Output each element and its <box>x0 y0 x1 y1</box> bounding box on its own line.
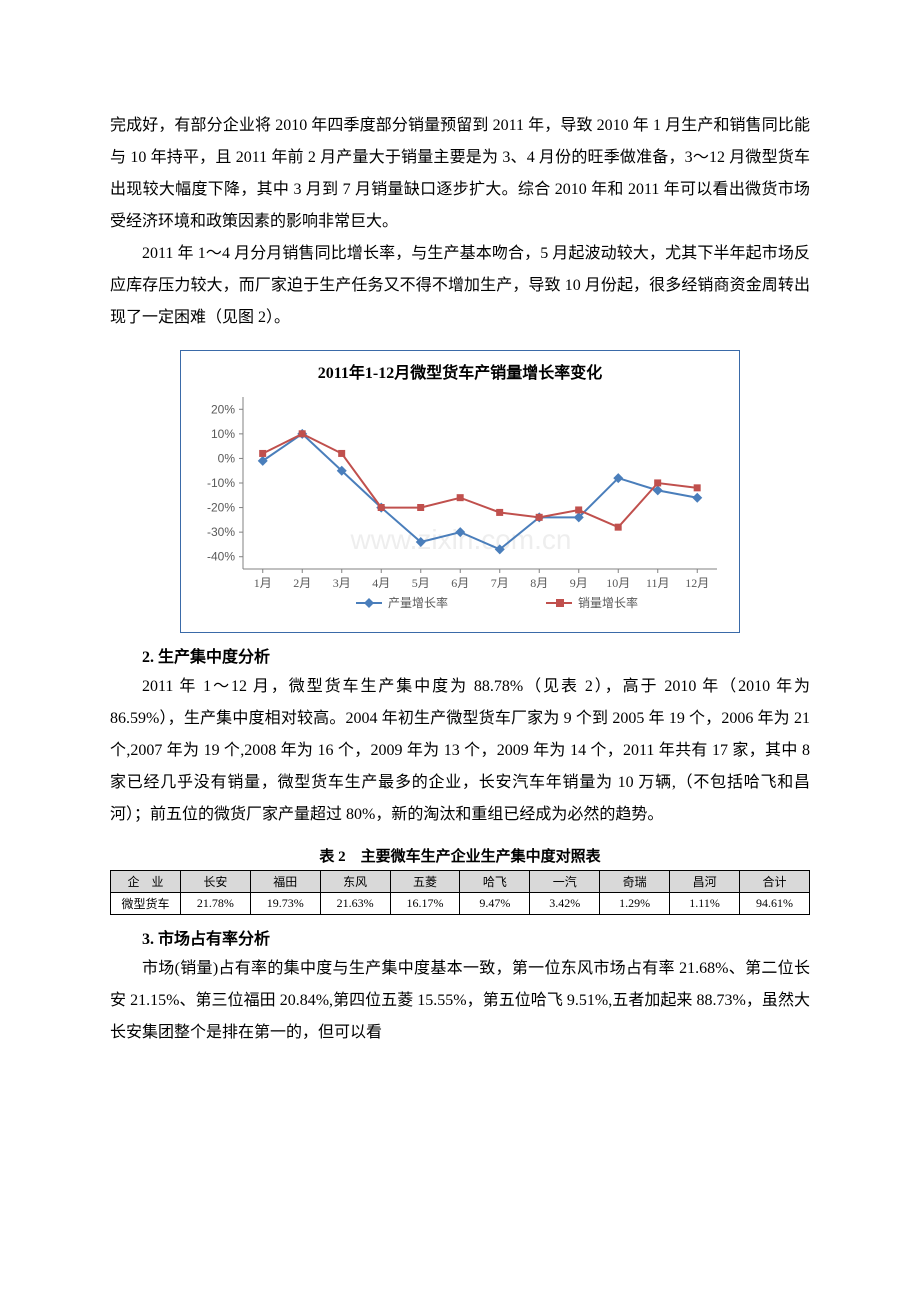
table2-cell: 94.61% <box>740 893 810 915</box>
table2-header-cell: 福田 <box>250 871 320 893</box>
svg-text:10月: 10月 <box>606 576 630 590</box>
table2-header-cell: 合计 <box>740 871 810 893</box>
table2-header-cell: 企 业 <box>111 871 181 893</box>
svg-text:9月: 9月 <box>570 576 588 590</box>
table-row: 微型货车21.78%19.73%21.63%16.17%9.47%3.42%1.… <box>111 893 810 915</box>
svg-text:20%: 20% <box>211 402 235 416</box>
svg-text:6月: 6月 <box>451 576 469 590</box>
svg-text:-10%: -10% <box>207 476 235 490</box>
table2-cell: 1.11% <box>670 893 740 915</box>
svg-text:产量增长率: 产量增长率 <box>388 595 448 610</box>
table2-cell: 16.17% <box>390 893 460 915</box>
svg-text:-30%: -30% <box>207 525 235 539</box>
svg-text:5月: 5月 <box>412 576 430 590</box>
table2-cell: 9.47% <box>460 893 530 915</box>
paragraph-1: 完成好，有部分企业将 2010 年四季度部分销量预留到 2011 年，导致 20… <box>110 110 810 238</box>
table2-header-cell: 长安 <box>180 871 250 893</box>
svg-text:3月: 3月 <box>333 576 351 590</box>
heading-market: 3. 市场占有率分析 <box>110 925 810 949</box>
table2-cell: 微型货车 <box>111 893 181 915</box>
table2-header-cell: 奇瑞 <box>600 871 670 893</box>
table2-caption: 表 2 主要微车生产企业生产集中度对照表 <box>110 845 810 866</box>
table2-cell: 19.73% <box>250 893 320 915</box>
table2: 企 业长安福田东风五菱哈飞一汽奇瑞昌河合计 微型货车21.78%19.73%21… <box>110 870 810 915</box>
table2-cell: 21.63% <box>320 893 390 915</box>
table2-header-cell: 昌河 <box>670 871 740 893</box>
svg-text:8月: 8月 <box>530 576 548 590</box>
paragraph-2: 2011 年 1～4 月分月销售同比增长率，与生产基本吻合，5 月起波动较大，尤… <box>110 238 810 334</box>
paragraph-4: 市场(销量)占有率的集中度与生产集中度基本一致，第一位东风市场占有率 21.68… <box>110 953 810 1049</box>
chart-title: 2011年1-12月微型货车产销量增长率变化 <box>191 359 729 383</box>
svg-text:-20%: -20% <box>207 501 235 515</box>
svg-text:10%: 10% <box>211 427 235 441</box>
table2-header-cell: 哈飞 <box>460 871 530 893</box>
paragraph-3: 2011 年 1～12 月，微型货车生产集中度为 88.78%（见表 2），高于… <box>110 671 810 831</box>
table2-cell: 3.42% <box>530 893 600 915</box>
heading-production: 2. 生产集中度分析 <box>110 643 810 667</box>
svg-text:12月: 12月 <box>685 576 709 590</box>
table2-header-cell: 一汽 <box>530 871 600 893</box>
svg-text:7月: 7月 <box>491 576 509 590</box>
svg-text:-40%: -40% <box>207 550 235 564</box>
chart-container: 2011年1-12月微型货车产销量增长率变化 -40% -30% -20% -10% 0… <box>180 350 740 633</box>
svg-text:2月: 2月 <box>293 576 311 590</box>
table2-cell: 1.29% <box>600 893 670 915</box>
table2-header-cell: 五菱 <box>390 871 460 893</box>
growth-chart: -40% -30% -20% -10% 0% 10% 20% 1月 2月 3月 4月 5月 6月 7月 8月… <box>191 389 731 619</box>
table2-header-cell: 东风 <box>320 871 390 893</box>
svg-text:0%: 0% <box>218 451 236 465</box>
svg-text:4月: 4月 <box>372 576 390 590</box>
table2-cell: 21.78% <box>180 893 250 915</box>
svg-text:11月: 11月 <box>646 576 670 590</box>
svg-text:1月: 1月 <box>254 576 272 590</box>
svg-text:销量增长率: 销量增长率 <box>578 595 638 610</box>
